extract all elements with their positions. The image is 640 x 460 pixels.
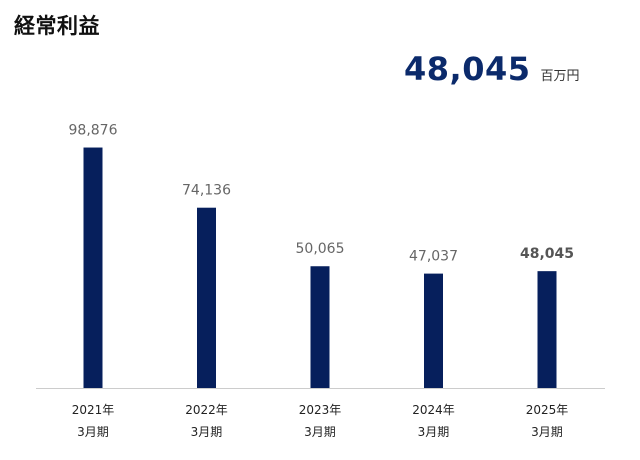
value-label-3: 47,037 <box>409 249 458 265</box>
value-label-4: 48,045 <box>520 246 574 262</box>
value-label-1: 74,136 <box>182 183 231 199</box>
category-label-3-0: 2024年 <box>412 403 455 417</box>
bar-1 <box>197 207 216 388</box>
category-label-1-0: 2022年 <box>185 403 228 417</box>
bar-0 <box>83 147 103 388</box>
headline-metric: 48,045 百万円 <box>404 50 580 88</box>
value-label-0: 98,876 <box>69 123 118 139</box>
category-label-4-1: 3月期 <box>531 425 563 439</box>
category-label-3-1: 3月期 <box>418 425 450 439</box>
bar-2 <box>310 266 330 388</box>
bar-3 <box>424 273 443 388</box>
value-label-2: 50,065 <box>296 241 345 257</box>
bar-4 <box>537 271 557 388</box>
headline-value: 48,045 <box>404 50 531 88</box>
category-label-0-0: 2021年 <box>72 403 115 417</box>
category-label-1-1: 3月期 <box>191 425 223 439</box>
category-label-4-0: 2025年 <box>526 403 569 417</box>
category-label-0-1: 3月期 <box>77 425 109 439</box>
headline-unit: 百万円 <box>540 69 580 84</box>
category-label-2-1: 3月期 <box>304 425 336 439</box>
category-label-2-0: 2023年 <box>299 403 342 417</box>
chart-title: 経常利益 <box>14 14 100 38</box>
